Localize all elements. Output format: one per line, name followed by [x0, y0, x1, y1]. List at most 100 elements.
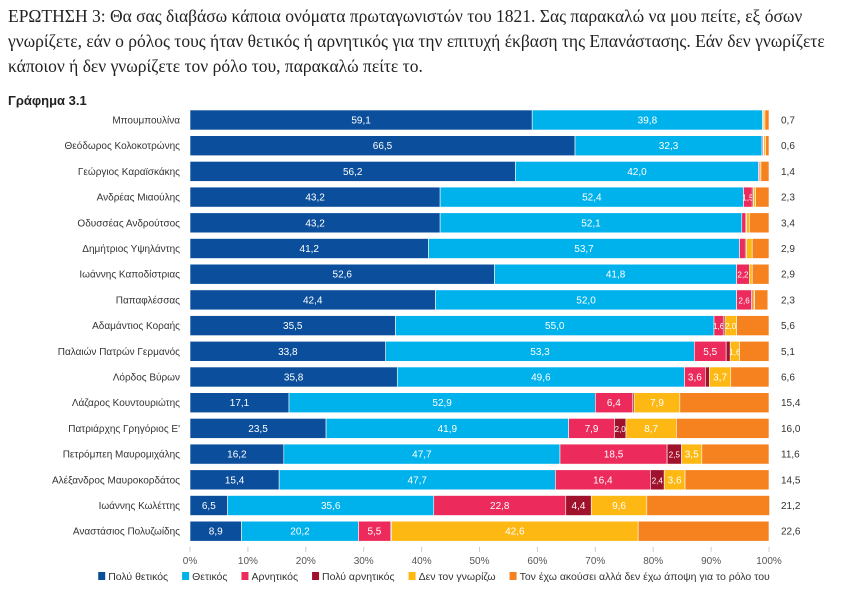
data-label: 2,0: [725, 322, 737, 331]
legend-label: Πολύ θετικός: [108, 571, 168, 583]
legend-label: Δεν τον γνωρίζω: [419, 571, 496, 583]
category-label: Αδαμάντιος Κοραής: [92, 320, 180, 332]
data-label-last-series: 16,0: [781, 424, 801, 435]
data-label: 6,4: [607, 398, 621, 409]
data-label: 1,6: [729, 348, 741, 357]
data-label-last-series: 21,2: [781, 501, 801, 512]
category-label: Αναστάσιος Πολυζωίδης: [73, 526, 180, 538]
data-label-last-series: 3,4: [781, 218, 795, 229]
bar-segment: [736, 315, 770, 336]
data-label: 22,8: [490, 501, 510, 512]
x-tick-label: 100%: [756, 556, 782, 567]
data-label: 6,5: [202, 501, 216, 512]
bar-segment: [749, 212, 770, 234]
data-label: 52,6: [333, 270, 353, 281]
data-label: 53,3: [530, 347, 550, 358]
x-tick-label: 0%: [183, 556, 198, 567]
category-label: Ανδρέας Μιαούλης: [97, 192, 181, 204]
data-label: 49,6: [531, 373, 551, 384]
data-label: 59,1: [351, 116, 371, 127]
data-label: 7,9: [585, 424, 599, 435]
data-label-last-series: 1,4: [781, 167, 795, 178]
bar-segment: [730, 366, 770, 388]
x-tick-label: 10%: [238, 556, 258, 567]
bar-segment: [751, 238, 770, 259]
data-label: 3,7: [713, 373, 727, 384]
data-label: 17,1: [230, 398, 250, 409]
data-label: 1,5: [742, 194, 754, 203]
legend-swatch: [509, 572, 517, 580]
chart-subtitle: Γράφημα 3.1: [8, 93, 87, 108]
data-label: 1,6: [713, 322, 725, 331]
bar-segment: [701, 443, 770, 465]
bar-segment: [755, 186, 770, 208]
data-label: 43,2: [305, 218, 325, 229]
data-label: 42,6: [505, 527, 525, 538]
data-label-last-series: 5,6: [781, 321, 795, 332]
data-label: 52,4: [582, 193, 602, 204]
data-label: 16,2: [227, 450, 247, 461]
data-label: 3,6: [688, 373, 702, 384]
data-label: 52,1: [581, 218, 601, 229]
data-label: 55,0: [545, 321, 565, 332]
data-label-last-series: 22,6: [781, 527, 801, 538]
legend-swatch: [182, 572, 190, 580]
x-tick-label: 70%: [585, 556, 605, 567]
x-tick-label: 90%: [701, 556, 721, 567]
data-label: 3,6: [668, 475, 682, 486]
data-label-last-series: 0,6: [781, 141, 795, 152]
data-label: 5,5: [367, 527, 381, 538]
category-label: Πετρόμπεη Μαυρομιχάλης: [63, 449, 180, 461]
legend-label: Πολύ αρνητικός: [322, 571, 395, 583]
data-label: 42,0: [627, 167, 647, 178]
data-label: 2,0: [615, 425, 627, 434]
bar-segment: [746, 212, 750, 234]
data-label-last-series: 5,1: [781, 347, 795, 358]
data-label: 66,5: [373, 141, 393, 152]
x-tick-label: 40%: [412, 556, 432, 567]
bar-segment: [637, 520, 770, 542]
data-label-last-series: 2,9: [781, 270, 795, 281]
category-label: Μπουμπουλίνα: [112, 115, 180, 127]
bar-segment: [753, 186, 756, 208]
data-label: 41,9: [438, 424, 458, 435]
data-label: 52,9: [432, 398, 452, 409]
bar-segment: [741, 212, 747, 234]
data-label: 5,5: [703, 347, 717, 358]
bar-segment: [746, 238, 753, 259]
category-label: Ιωάννης Καποδίστριας: [79, 269, 180, 281]
legend-swatch: [312, 572, 320, 580]
category-label: Παπαφλέσσας: [116, 294, 180, 306]
legend-swatch: [241, 572, 249, 580]
data-label: 56,2: [343, 167, 363, 178]
data-label: 33,8: [278, 347, 298, 358]
data-label-last-series: 2,3: [781, 295, 795, 306]
category-label: Οδυσσέας Ανδρούτσος: [77, 217, 180, 229]
data-label-last-series: 14,5: [781, 475, 801, 486]
bar-segment: [705, 366, 710, 388]
data-label: 35,6: [321, 501, 341, 512]
category-label: Λόρδος Βύρων: [113, 372, 180, 384]
x-tick-label: 50%: [469, 556, 489, 567]
data-label: 9,6: [612, 501, 626, 512]
category-label: Δημήτριος Υψηλάντης: [82, 243, 180, 255]
bar-segment: [765, 135, 770, 156]
bar-segment: [760, 161, 770, 182]
category-label: Θεόδωρος Κολοκοτρώνης: [65, 140, 181, 152]
data-label: 2,6: [739, 296, 751, 305]
bar-segment: [739, 238, 746, 259]
data-label-last-series: 11,6: [781, 450, 800, 461]
data-label: 2,4: [652, 476, 664, 485]
data-label: 20,2: [290, 527, 310, 538]
x-tick-label: 60%: [527, 556, 547, 567]
data-label: 47,7: [412, 450, 432, 461]
bar-segment: [684, 469, 770, 491]
bar-segment: [679, 392, 770, 414]
legend-swatch: [98, 572, 106, 580]
data-label: 47,7: [408, 475, 428, 486]
bar-segment: [754, 289, 769, 311]
data-label: 43,2: [305, 193, 325, 204]
legend-label: Θετικός: [192, 571, 227, 583]
category-label: Παλαιών Πατρών Γερμανός: [58, 346, 180, 358]
legend-label: Αρνητικός: [251, 571, 298, 583]
